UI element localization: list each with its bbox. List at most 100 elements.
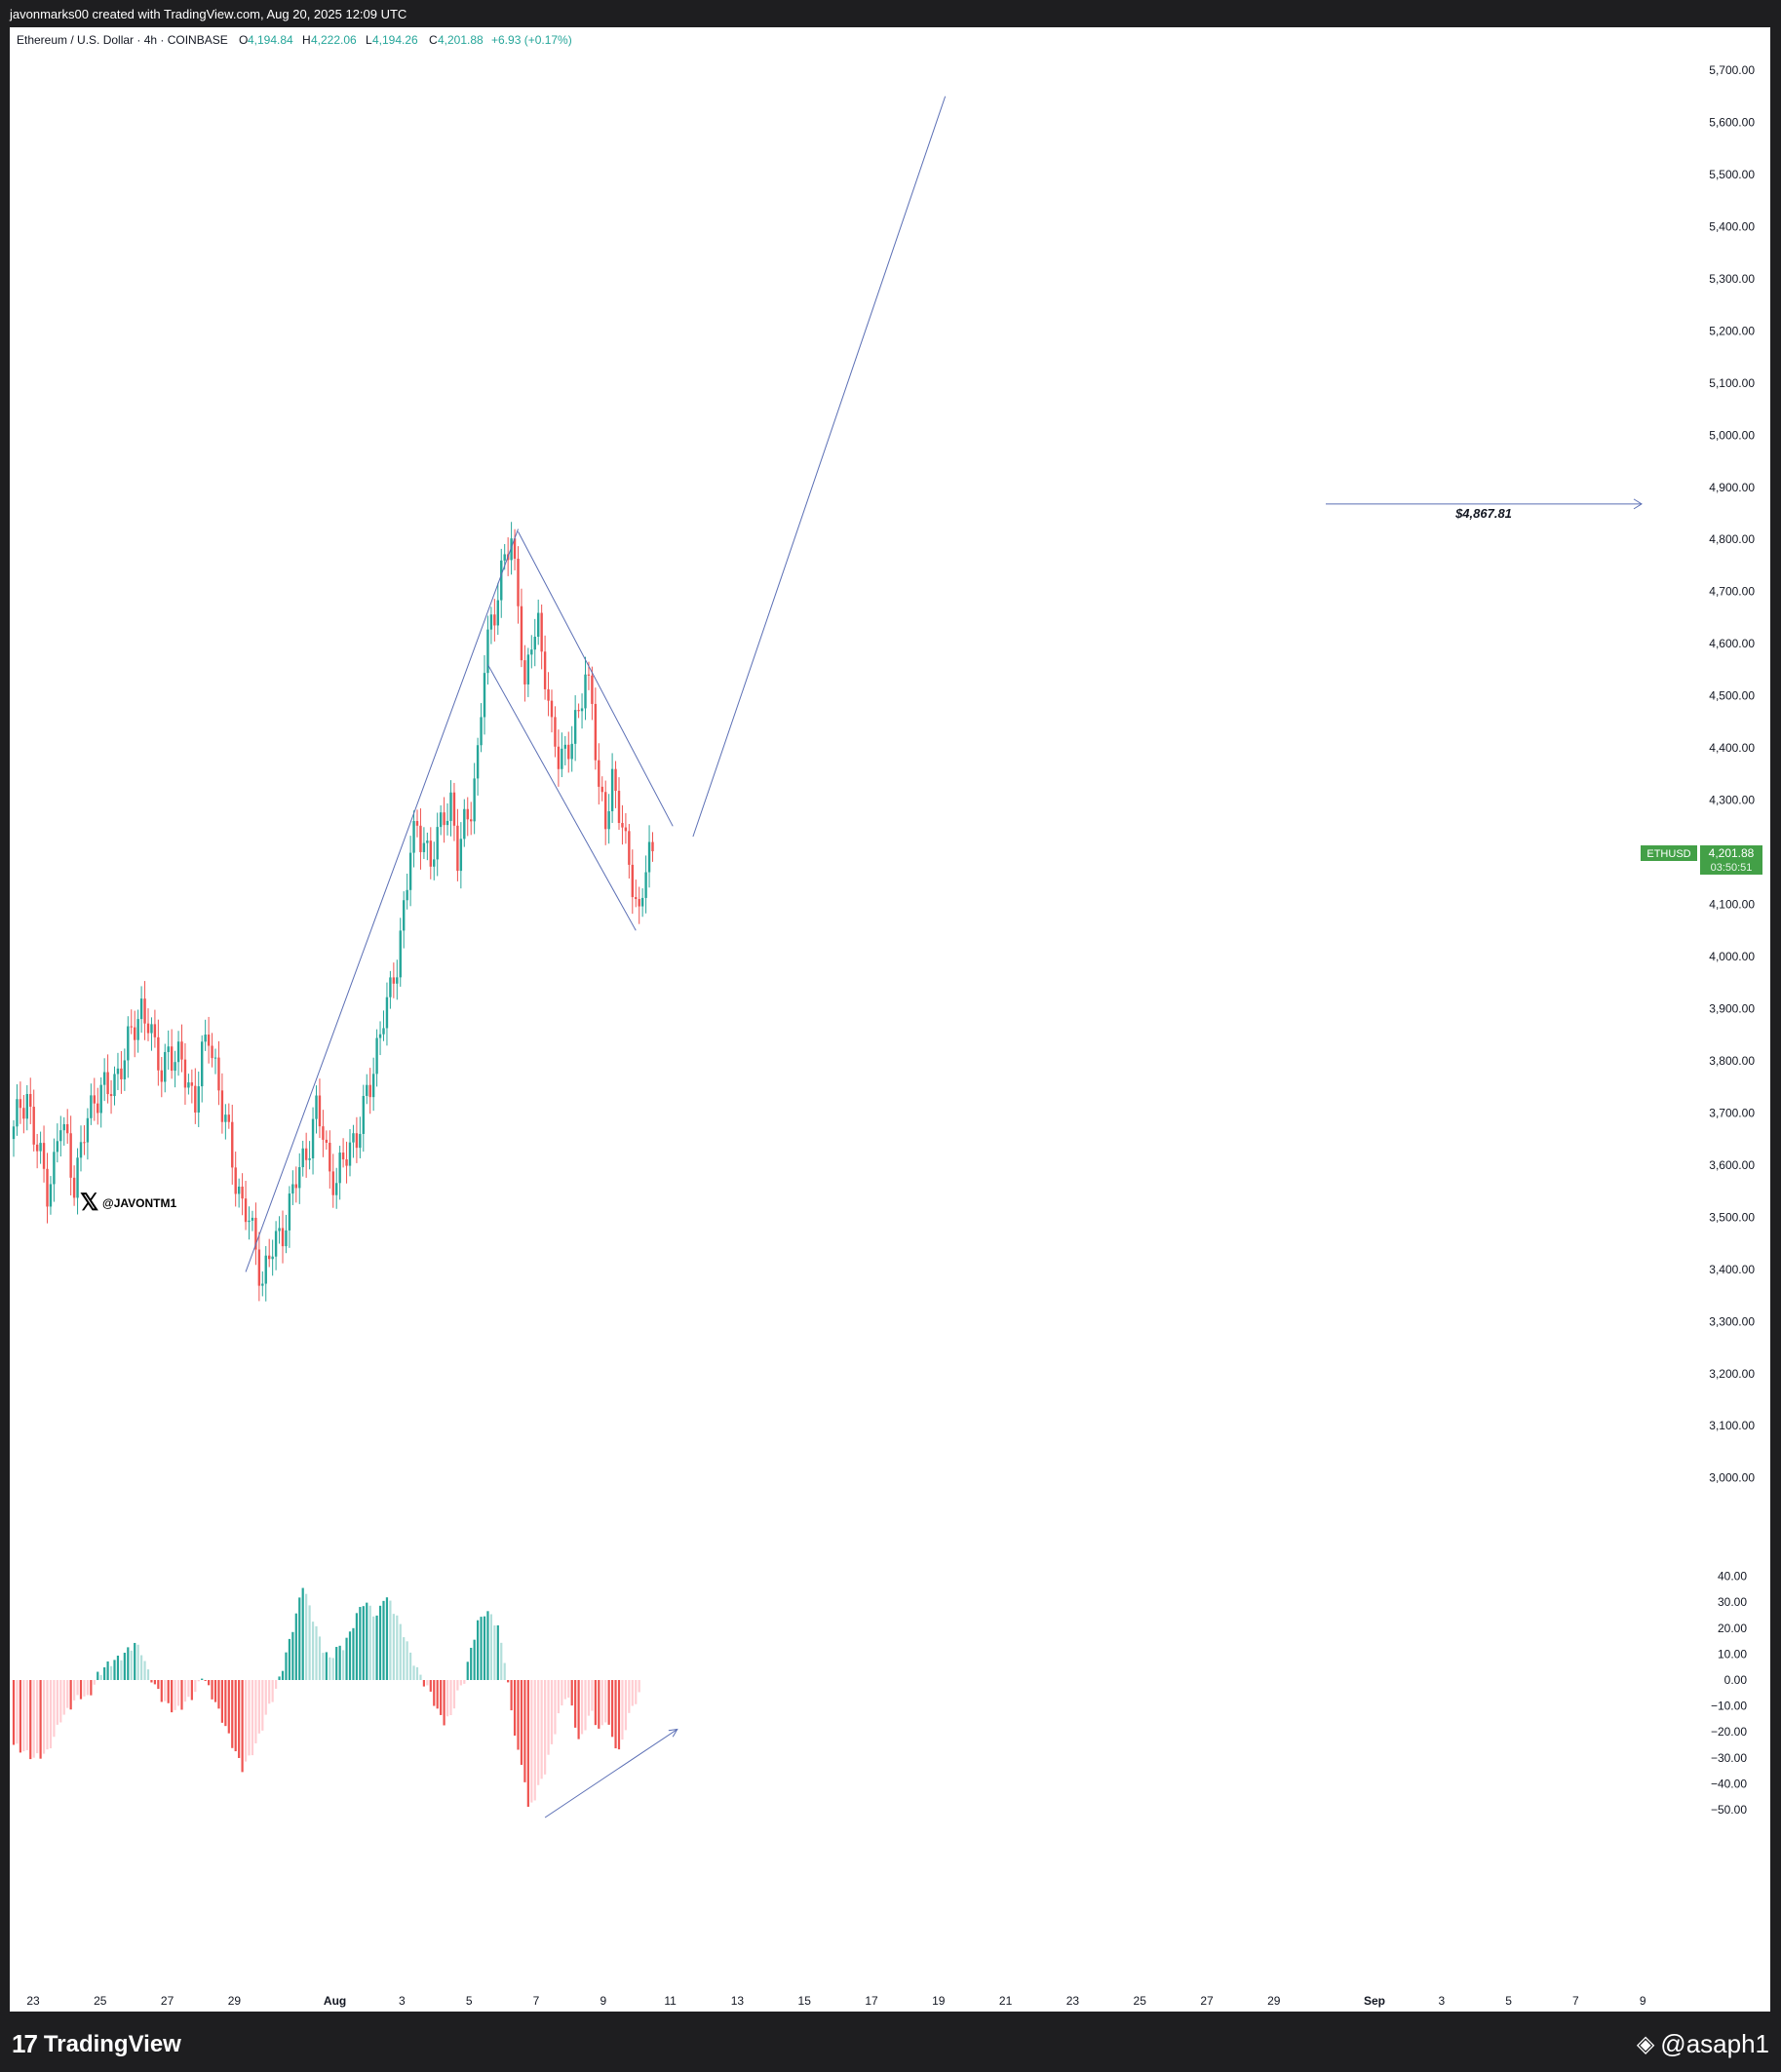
target-arrowhead xyxy=(1633,498,1643,510)
candle-body xyxy=(547,688,550,701)
open-label: O xyxy=(239,33,248,47)
candle-body xyxy=(176,1041,180,1063)
candle-body xyxy=(563,744,566,749)
candle-body xyxy=(598,760,600,787)
histogram-bar xyxy=(291,1631,294,1680)
histogram-bar xyxy=(176,1680,180,1706)
candle-body xyxy=(366,1084,368,1096)
candle-body xyxy=(106,1072,109,1095)
candle-body xyxy=(422,842,426,852)
candle-body xyxy=(127,1026,130,1061)
attribution: ◈ @asaph1 xyxy=(1637,2029,1769,2059)
histogram-bar xyxy=(160,1680,163,1702)
candle-body xyxy=(644,872,647,898)
histogram-bar xyxy=(136,1644,139,1680)
histogram-bar xyxy=(167,1680,170,1703)
candle-body xyxy=(288,1193,291,1231)
binance-icon: ◈ xyxy=(1636,2031,1655,2057)
histogram-bar xyxy=(567,1680,570,1699)
histogram-bar xyxy=(493,1624,496,1680)
price-tick-label: 5,300.00 xyxy=(1709,272,1755,286)
candle-body xyxy=(419,825,422,852)
close-label: C xyxy=(429,33,438,47)
candle-body xyxy=(426,841,429,843)
histogram-bar xyxy=(554,1680,557,1735)
histogram-bar xyxy=(298,1597,301,1680)
chart-canvas[interactable]: 5,700.00 5,600.00 5,500.00 5,400.00 5,300.00… xyxy=(10,27,1770,2012)
candle-body xyxy=(49,1184,53,1207)
candle-body xyxy=(69,1133,72,1178)
histogram-bar xyxy=(473,1639,476,1680)
histogram-bar xyxy=(322,1653,325,1680)
chart-panel[interactable]: 5,700.00 5,600.00 5,500.00 5,400.00 5,300.00… xyxy=(10,27,1770,2012)
candle-body xyxy=(76,1157,79,1198)
candle-body xyxy=(621,823,624,828)
histogram-bar xyxy=(389,1600,392,1680)
candle-body xyxy=(143,998,146,1024)
price-tick-label: 5,200.00 xyxy=(1709,324,1755,337)
candle-body xyxy=(403,900,406,931)
high-value: 4,222.06 xyxy=(311,33,357,47)
price-tick-label: 3,900.00 xyxy=(1709,1001,1755,1015)
candle-body xyxy=(470,819,473,822)
histogram-bar xyxy=(194,1680,197,1693)
candle-body xyxy=(183,1059,187,1088)
histogram-bar xyxy=(368,1605,371,1680)
histogram-bar xyxy=(486,1611,489,1680)
candle-body xyxy=(517,558,520,606)
oscillator-axis: 40.00 30.00 20.00 10.00 0.00 −10.00 −20.00 −30.… xyxy=(1711,1570,1747,1817)
histogram-bar xyxy=(153,1680,156,1685)
histogram-bar xyxy=(120,1660,123,1680)
histogram-bar xyxy=(308,1605,311,1680)
histogram-bar xyxy=(561,1680,563,1706)
candle-body xyxy=(79,1142,83,1158)
candle-body xyxy=(604,792,607,830)
candle-body xyxy=(304,1148,308,1160)
candle-body xyxy=(12,1126,16,1140)
candle-body xyxy=(237,1186,241,1194)
histogram-bar xyxy=(403,1637,406,1680)
candle-body xyxy=(389,977,392,997)
price-tick-label: 5,400.00 xyxy=(1709,219,1755,233)
histogram-bar xyxy=(208,1680,211,1686)
histogram-bar xyxy=(611,1680,614,1738)
candle-body xyxy=(338,1153,341,1184)
price-tick-label: 3,800.00 xyxy=(1709,1054,1755,1068)
histogram-bar xyxy=(42,1680,46,1754)
histogram-bar xyxy=(171,1680,174,1713)
histogram-bar xyxy=(604,1680,607,1723)
histogram-bar xyxy=(66,1680,69,1708)
candle-body xyxy=(170,1046,174,1072)
histogram-bar xyxy=(53,1680,56,1738)
histogram-bar xyxy=(86,1680,89,1696)
projection-line xyxy=(692,96,947,838)
time-tick-label: Sep xyxy=(1364,1994,1385,2008)
histogram-bar xyxy=(157,1680,160,1690)
time-tick-label: 25 xyxy=(94,1994,107,2008)
histogram-bar xyxy=(143,1661,146,1680)
tradingview-icon: 17 xyxy=(12,2029,38,2058)
tradingview-logo[interactable]: 17 TradingView xyxy=(12,2029,181,2059)
histogram-bar xyxy=(355,1613,358,1680)
histogram-bar xyxy=(224,1680,227,1727)
candle-body xyxy=(234,1167,237,1194)
time-tick-label: 21 xyxy=(999,1994,1013,2008)
candle-body xyxy=(375,1037,378,1075)
histogram-bar xyxy=(285,1652,288,1680)
candle-body xyxy=(362,1095,365,1134)
time-tick-label: 9 xyxy=(1640,1994,1646,2008)
histogram-bar xyxy=(523,1680,526,1782)
candle-body xyxy=(647,841,651,873)
histogram-bar xyxy=(244,1680,248,1762)
change-value: +6.93 (+0.17%) xyxy=(491,33,572,47)
histogram-bar xyxy=(39,1680,42,1759)
histogram-bar xyxy=(106,1661,109,1680)
histogram-bar xyxy=(231,1680,234,1748)
candle-body xyxy=(443,812,445,826)
time-tick-label: Aug xyxy=(324,1994,346,2008)
histogram-bar xyxy=(90,1680,93,1696)
candle-body xyxy=(640,897,644,907)
candle-body xyxy=(187,1082,190,1088)
candle-body xyxy=(429,841,432,867)
histogram-bar xyxy=(275,1680,278,1689)
